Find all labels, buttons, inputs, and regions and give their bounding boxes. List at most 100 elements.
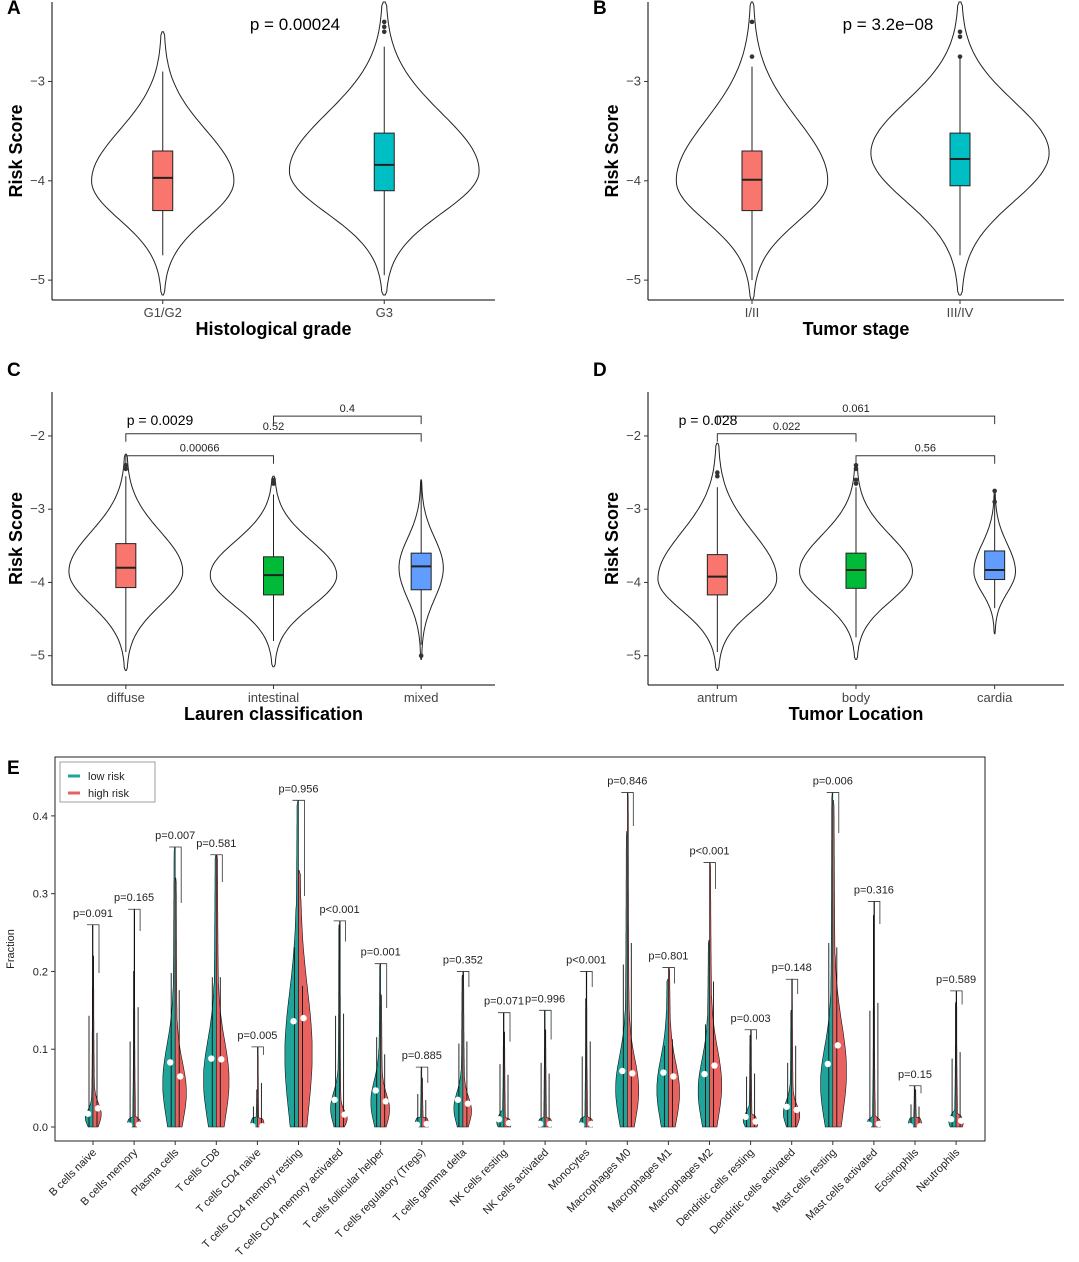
y-tick-label: −2 (30, 428, 45, 443)
violin-half-low (908, 1085, 916, 1128)
outlier-point (749, 19, 755, 25)
violin-half-high (955, 990, 964, 1128)
median-dot-high (875, 1120, 883, 1128)
y-tick-label: 0.4 (33, 811, 48, 823)
outlier-point (853, 477, 859, 483)
p-bracket (292, 799, 305, 896)
comparison-bracket: 0.4 (273, 403, 422, 425)
violin-group-diffuse (68, 453, 184, 671)
y-tick-label: −2 (626, 428, 641, 443)
legend-box (59, 761, 156, 803)
split-violin-t-cells-cd4-naive: p=0.005 (237, 1030, 277, 1130)
p-bracket (580, 971, 593, 987)
bracket-line (273, 415, 422, 425)
x-tick-label: Dendritic cells resting (674, 1147, 756, 1229)
violin-group-intestinal (209, 475, 338, 668)
y-tick-label: −4 (30, 173, 45, 188)
violin-half-low (783, 1009, 792, 1128)
p-value-label: p=0.801 (648, 951, 688, 963)
outlier-point (715, 470, 720, 475)
legend: low risk high risk (59, 761, 156, 803)
median-dot-high (546, 1120, 554, 1128)
split-violin-t-cells-cd4-memory-resting: p=0.956 (278, 783, 319, 1128)
violin-half-low (162, 846, 176, 1128)
split-violin-t-cells-cd8: p=0.581 (196, 838, 236, 1128)
box-iqr (706, 554, 728, 596)
median-dot-low (495, 1116, 503, 1123)
x-tick-label: mixed (404, 690, 439, 705)
violin-half-high (421, 1077, 429, 1128)
p-value-label: p=0.003 (731, 1013, 771, 1025)
split-violin-monocytes: p<0.001 (566, 954, 606, 1129)
violin-half-low (496, 1012, 505, 1128)
p-value-label: p=0.885 (402, 1050, 442, 1062)
bracket-p-value: 0.4 (340, 403, 355, 415)
median-dot-low (742, 1113, 749, 1121)
p-value-annotation: p = 0.0029 (127, 412, 194, 428)
outlier-point (715, 473, 720, 479)
violin-half-low (84, 924, 94, 1128)
p-value-label: p=0.007 (155, 830, 195, 842)
violin-half-high (503, 1031, 512, 1128)
violin-group-body (799, 462, 913, 660)
bracket-line (716, 415, 996, 425)
box-iqr (410, 552, 432, 591)
p-value-label: p=0.352 (443, 954, 483, 966)
outlier-point (992, 488, 997, 494)
panel-B: B −5 −4 −3 Risk Score Tumor stage I/II III/IV p … (593, 0, 1064, 339)
y-tick-label: −5 (626, 272, 641, 287)
outlier-point (957, 29, 963, 35)
outlier-point (271, 477, 276, 483)
x-tick-label: Neutrophils (914, 1146, 962, 1194)
y-axis-title: Risk Score (6, 104, 26, 197)
median-dot-low (249, 1123, 256, 1130)
violin-half-high (832, 799, 847, 1128)
violin-group-antrum (657, 442, 778, 671)
p-bracket (128, 908, 141, 931)
violin-half-low (866, 915, 875, 1128)
p-value-label: p=0.15 (898, 1069, 932, 1081)
p-bracket (251, 1046, 264, 1055)
outlier-point (853, 466, 859, 472)
split-violin-macrophages-m0: p=0.846 (607, 776, 647, 1128)
violin-group-I/II (675, 1, 829, 301)
violin-group-cardia (973, 488, 1017, 635)
violin-group-III/IV (870, 1, 1050, 296)
y-axis-title: Fraction (5, 929, 17, 969)
violin-half-high (257, 1046, 265, 1128)
split-violin-dendritic-cells-activated: p=0.148 (772, 962, 812, 1128)
x-axis-title: Histological grade (195, 319, 351, 339)
split-violin-t-cells-regulatory-tregs-: p=0.885 (402, 1050, 442, 1128)
median-dot-low (578, 1122, 585, 1129)
median-dot-low (372, 1087, 379, 1094)
median-dot-low (84, 1110, 92, 1117)
p-value-label: p=0.148 (772, 962, 812, 974)
p-value-label: p=0.071 (484, 996, 524, 1008)
outlier-point (381, 29, 387, 35)
box-iqr (115, 543, 137, 589)
comparison-bracket: 0.022 (716, 421, 857, 442)
violin-outline (870, 1, 1050, 296)
p-value-label: p<0.001 (320, 904, 360, 916)
bracket-line (855, 455, 996, 464)
y-tick-label: 0.0 (33, 1122, 48, 1134)
median-dot-high (588, 1120, 595, 1128)
box-iqr (373, 132, 395, 192)
p-bracket (539, 1009, 552, 1040)
median-dot-low (125, 1122, 133, 1129)
p-bracket (415, 1066, 429, 1083)
median-dot-high (629, 1070, 636, 1077)
violin-half-low (820, 792, 834, 1128)
x-tick-label: Mast cells activated (804, 1147, 880, 1223)
median-dot-high (464, 1100, 472, 1107)
violin-group-G3 (288, 1, 480, 296)
median-dot-low (824, 1060, 831, 1068)
p-bracket (826, 792, 840, 833)
median-dot-high (218, 1056, 225, 1063)
x-tick-label: T cells follicular helper (302, 1146, 388, 1232)
violin-half-high (174, 877, 187, 1128)
violin-half-low (414, 1066, 423, 1128)
violin-outline (209, 475, 338, 668)
p-value-label: p=0.165 (114, 892, 154, 904)
bracket-line (716, 433, 857, 442)
